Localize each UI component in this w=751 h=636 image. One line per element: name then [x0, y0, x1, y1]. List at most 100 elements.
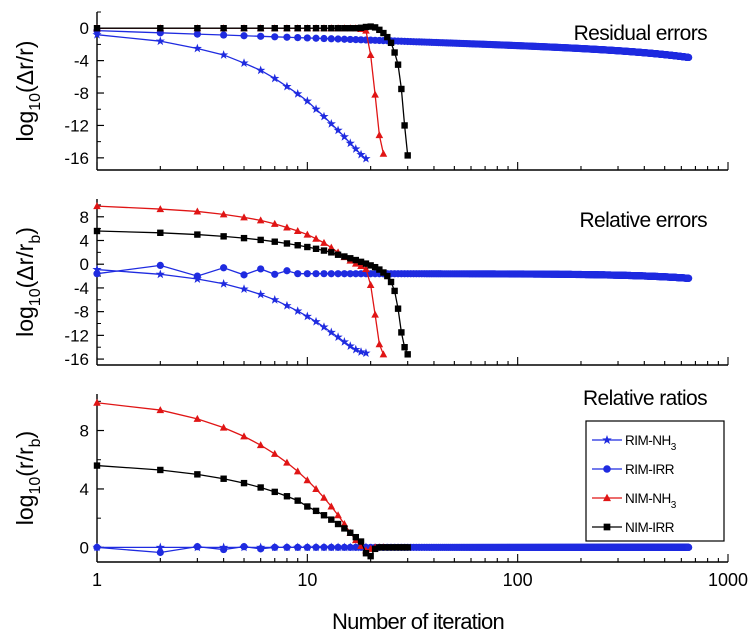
- data-point: [219, 50, 229, 59]
- data-point: [320, 247, 328, 254]
- legend-marker: [603, 465, 611, 473]
- data-point: [219, 278, 229, 288]
- data-point: [384, 33, 391, 41]
- data-point: [346, 270, 354, 278]
- data-point: [328, 249, 335, 256]
- data-point: [401, 344, 408, 351]
- data-point: [366, 280, 375, 288]
- data-point: [371, 90, 379, 98]
- data-point: [384, 272, 391, 280]
- data-point: [256, 65, 266, 75]
- data-point: [340, 35, 348, 43]
- y-tick-label: -16: [64, 350, 89, 369]
- data-point: [326, 327, 336, 337]
- data-point: [333, 332, 343, 342]
- data-point: [319, 542, 329, 552]
- series-nim-irr: [93, 462, 411, 560]
- data-point: [311, 104, 321, 114]
- data-point: [240, 25, 248, 32]
- data-point: [155, 542, 165, 552]
- legend-label: NIM-IRR: [625, 520, 675, 535]
- legend-label: RIM-NH3: [625, 433, 677, 453]
- data-point: [239, 284, 249, 294]
- data-point: [366, 50, 375, 58]
- data-point: [240, 479, 248, 487]
- data-point: [157, 466, 164, 474]
- y-tick-label: 8: [80, 208, 89, 227]
- series-rim-nh3: [92, 264, 371, 358]
- data-point: [404, 544, 411, 551]
- data-point: [304, 243, 311, 251]
- data-point: [219, 423, 228, 431]
- data-point: [293, 542, 303, 552]
- data-point: [394, 61, 402, 68]
- y-tick-label: -4: [74, 279, 89, 298]
- data-point: [239, 542, 249, 552]
- data-point: [352, 533, 360, 541]
- data-point: [326, 118, 336, 128]
- series-line: [96, 402, 384, 552]
- series-line: [96, 205, 385, 355]
- data-point: [328, 25, 335, 32]
- data-point: [219, 210, 228, 218]
- data-point: [192, 542, 202, 552]
- data-point: [282, 300, 292, 310]
- data-point: [340, 270, 348, 278]
- data-point: [270, 542, 280, 552]
- data-point: [257, 32, 265, 40]
- data-point: [282, 81, 292, 91]
- data-point: [347, 25, 354, 32]
- data-point: [157, 229, 164, 236]
- data-point: [302, 311, 312, 321]
- data-point: [293, 89, 303, 98]
- data-point: [156, 548, 164, 557]
- data-point: [220, 475, 227, 482]
- series-rim-nh3: [92, 542, 371, 552]
- x-tick-label: 1000: [708, 570, 748, 590]
- data-point: [240, 213, 248, 221]
- data-point: [194, 471, 201, 478]
- data-point: [352, 256, 360, 264]
- data-point: [327, 502, 336, 510]
- panel-2: 8 4 0 -4 -8 -12 -16 log10​(Δr/rb​) Relative erro…: [12, 199, 729, 369]
- data-point: [283, 223, 291, 231]
- data-point: [283, 240, 291, 247]
- series-rim-irr: [93, 261, 693, 282]
- data-point: [327, 243, 336, 251]
- data-point: [361, 153, 371, 163]
- data-point: [271, 270, 279, 278]
- data-point: [356, 149, 366, 159]
- data-point: [240, 32, 248, 40]
- data-point: [312, 34, 320, 42]
- data-point: [375, 131, 384, 139]
- data-point: [92, 264, 102, 274]
- data-point: [192, 274, 202, 283]
- data-point: [328, 516, 335, 523]
- data-point: [362, 264, 370, 272]
- data-point: [283, 33, 291, 41]
- data-point: [345, 542, 355, 552]
- data-point: [240, 432, 248, 440]
- data-point: [312, 270, 320, 278]
- data-point: [319, 322, 329, 331]
- data-point: [257, 484, 264, 491]
- data-point: [256, 216, 265, 224]
- y-tick-label: 4: [80, 480, 89, 499]
- data-point: [367, 552, 374, 560]
- series-line: [97, 25, 409, 156]
- data-point: [92, 542, 102, 552]
- series-rim-irr: [93, 27, 693, 62]
- data-point: [357, 538, 365, 545]
- legend-entry-nim-irr: NIM-IRR: [592, 520, 675, 535]
- data-point: [271, 488, 278, 496]
- data-point: [320, 493, 328, 501]
- panel-title: Relative errors: [579, 209, 707, 232]
- y-axis-label: log10​(r/rb​): [12, 431, 44, 525]
- data-point: [270, 219, 279, 227]
- data-point: [294, 34, 302, 42]
- data-point: [311, 316, 321, 326]
- data-point: [387, 278, 395, 286]
- panel-title: Relative ratios: [583, 387, 707, 410]
- data-point: [270, 449, 279, 457]
